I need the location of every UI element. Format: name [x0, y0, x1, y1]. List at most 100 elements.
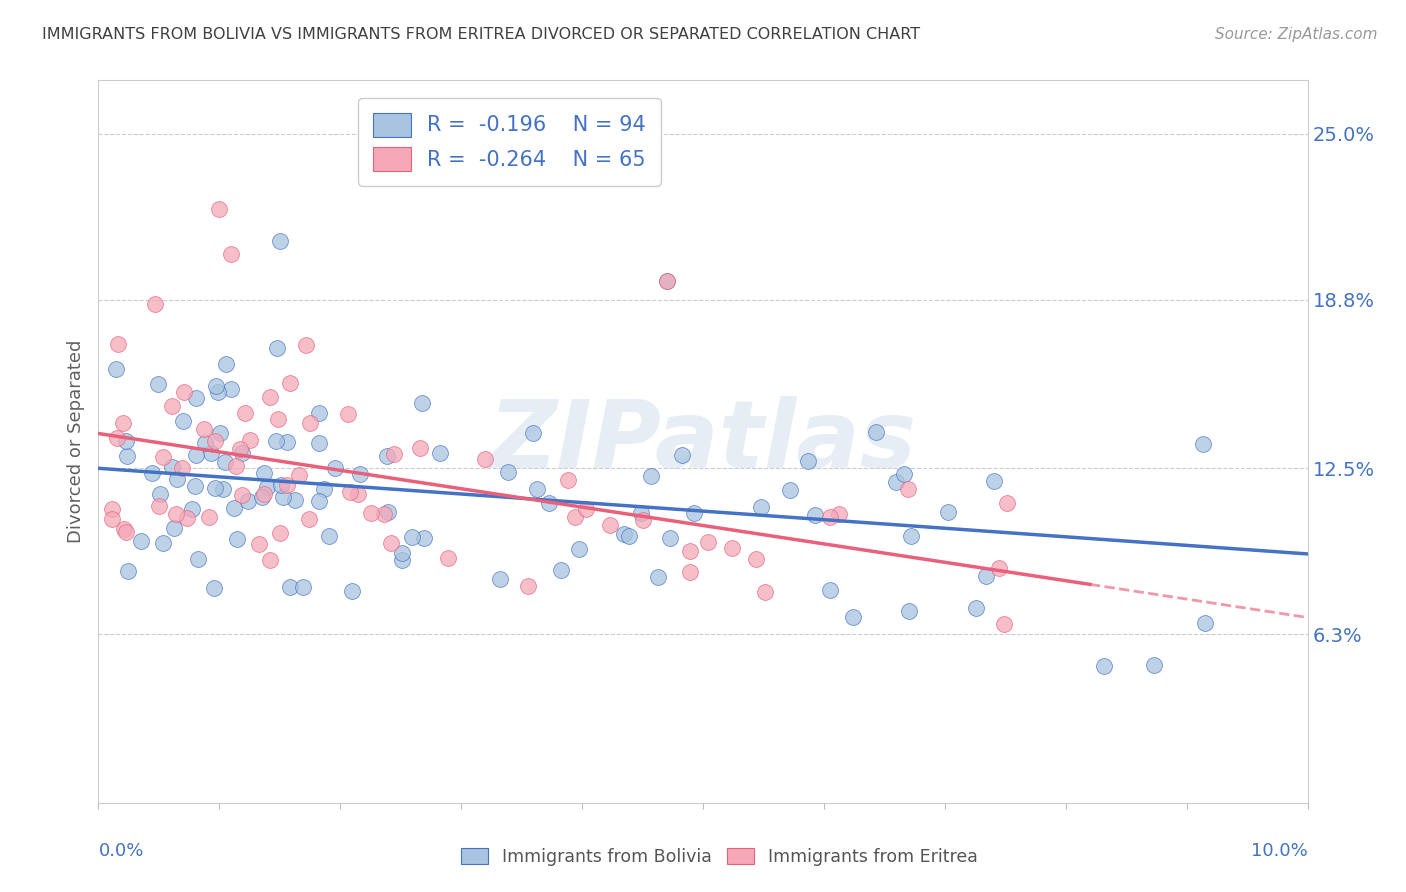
Text: 0.0%: 0.0%: [98, 842, 143, 860]
Point: [271, 490, 294, 504]
Point: [1192, 437, 1215, 451]
Point: [160, 460, 183, 475]
Point: [235, 406, 257, 420]
Point: [391, 553, 413, 567]
Point: [375, 449, 398, 463]
Point: [550, 563, 572, 577]
Point: [679, 565, 702, 579]
Point: [225, 533, 247, 547]
Point: [160, 400, 183, 414]
Point: [208, 202, 231, 216]
Point: [496, 465, 519, 479]
Point: [194, 436, 217, 450]
Point: [238, 493, 260, 508]
Point: [391, 546, 413, 560]
Point: [411, 396, 433, 410]
Point: [259, 552, 281, 566]
Point: [779, 483, 801, 498]
Point: [749, 500, 772, 515]
Point: [214, 357, 236, 371]
Point: [314, 482, 336, 496]
Point: [884, 475, 907, 490]
Point: [976, 568, 998, 582]
Point: [105, 431, 128, 445]
Point: [380, 535, 402, 549]
Point: [229, 442, 252, 457]
FancyBboxPatch shape: [461, 848, 488, 864]
Text: 10.0%: 10.0%: [1251, 842, 1308, 860]
Point: [938, 506, 960, 520]
Point: [308, 493, 330, 508]
Point: [409, 441, 432, 455]
Point: [897, 604, 920, 618]
Point: [141, 466, 163, 480]
Point: [253, 486, 276, 500]
Point: [200, 446, 222, 460]
Point: [105, 362, 128, 376]
Point: [1092, 659, 1115, 673]
Point: [988, 561, 1011, 575]
Point: [209, 426, 232, 441]
Point: [900, 529, 922, 543]
Point: [818, 583, 841, 598]
Point: [163, 521, 186, 535]
Point: [318, 529, 340, 543]
Point: [239, 434, 262, 448]
Point: [117, 564, 139, 578]
Y-axis label: Divorced or Separated: Divorced or Separated: [66, 340, 84, 543]
Point: [202, 581, 225, 595]
Point: [1142, 658, 1164, 673]
Point: [278, 376, 301, 390]
Point: [827, 508, 849, 522]
Point: [111, 416, 134, 430]
Point: [214, 455, 236, 469]
Text: ZIPatlas: ZIPatlas: [489, 395, 917, 488]
Point: [436, 550, 458, 565]
Point: [647, 570, 669, 584]
Point: [276, 435, 298, 450]
Point: [193, 422, 215, 436]
Point: [269, 525, 291, 540]
Point: [993, 616, 1015, 631]
Point: [522, 425, 544, 440]
Point: [995, 496, 1018, 510]
Point: [983, 475, 1005, 489]
Point: [754, 584, 776, 599]
Point: [250, 490, 273, 504]
Point: [412, 531, 434, 545]
Point: [205, 379, 228, 393]
Point: [204, 434, 226, 449]
Point: [613, 527, 636, 541]
Point: [865, 425, 887, 439]
Point: [336, 408, 359, 422]
Point: [339, 484, 361, 499]
Point: [170, 461, 193, 475]
Point: [221, 247, 243, 261]
Point: [173, 385, 195, 400]
Point: [382, 447, 405, 461]
Point: [231, 488, 253, 502]
Point: [107, 337, 129, 351]
Text: Immigrants from Bolivia: Immigrants from Bolivia: [502, 848, 713, 866]
Point: [655, 274, 678, 288]
Point: [112, 522, 135, 536]
Point: [744, 552, 766, 566]
Point: [557, 473, 579, 487]
Point: [148, 487, 170, 501]
Point: [146, 376, 169, 391]
Point: [516, 578, 538, 592]
Point: [630, 506, 652, 520]
Point: [818, 510, 841, 524]
Point: [308, 406, 330, 420]
Point: [298, 512, 321, 526]
Point: [129, 533, 152, 548]
Point: [148, 500, 170, 514]
Point: [284, 492, 307, 507]
Legend: R =  -0.196    N = 94, R =  -0.264    N = 65: R = -0.196 N = 94, R = -0.264 N = 65: [359, 98, 661, 186]
Point: [266, 341, 288, 355]
Point: [294, 338, 316, 352]
Point: [288, 467, 311, 482]
Point: [165, 507, 187, 521]
Point: [575, 502, 598, 516]
Point: [655, 274, 678, 288]
